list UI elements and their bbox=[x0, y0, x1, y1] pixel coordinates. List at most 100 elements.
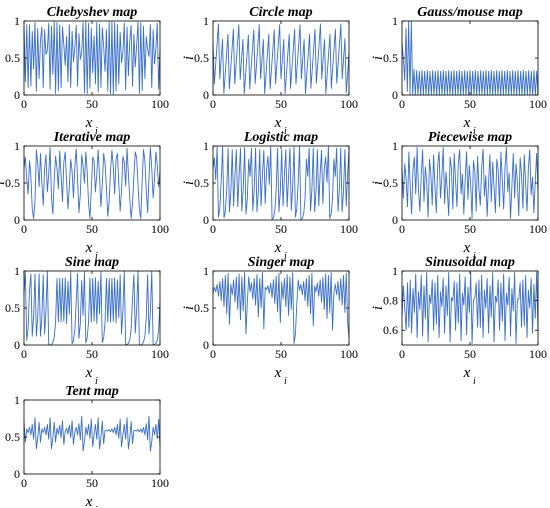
panel-title: Chebyshev map bbox=[47, 5, 138, 20]
x-axis-label: x bbox=[463, 115, 471, 131]
x-tick-label: 0 bbox=[399, 347, 405, 361]
x-axis-label: x bbox=[274, 115, 282, 131]
y-tick-label: 1 bbox=[14, 14, 20, 28]
y-axis-label: i bbox=[181, 56, 197, 60]
x-tick-label: 100 bbox=[529, 347, 547, 361]
x-tick-label: 100 bbox=[151, 476, 169, 490]
x-tick-label: 50 bbox=[86, 97, 98, 111]
y-tick-label: 1 bbox=[203, 139, 209, 153]
x-tick-label: 100 bbox=[340, 222, 358, 236]
x-tick-label: 0 bbox=[399, 97, 405, 111]
x-tick-label: 50 bbox=[275, 222, 287, 236]
series-line bbox=[212, 272, 350, 344]
y-tick-label: 1 bbox=[14, 393, 20, 407]
x-axis-label-subscript: i bbox=[473, 126, 476, 137]
series-line bbox=[23, 415, 161, 452]
y-axis-label: i bbox=[370, 306, 386, 310]
x-tick-label: 0 bbox=[21, 476, 27, 490]
x-tick-label: 0 bbox=[21, 347, 27, 361]
x-axis-label: x bbox=[85, 240, 93, 256]
y-axis-label: i bbox=[370, 181, 386, 185]
x-tick-label: 50 bbox=[464, 97, 476, 111]
y-tick-label: 0.8 bbox=[383, 294, 398, 308]
y-tick-label: 1 bbox=[392, 14, 398, 28]
x-tick-label: 50 bbox=[86, 476, 98, 490]
panel-title: Iterative map bbox=[53, 130, 131, 145]
y-tick-label: 0 bbox=[203, 338, 209, 352]
x-axis-label: x bbox=[85, 494, 93, 508]
series-line bbox=[401, 147, 539, 219]
x-axis-label: x bbox=[463, 365, 471, 381]
panel-title: Logistic map bbox=[243, 130, 318, 145]
x-tick-label: 0 bbox=[21, 97, 27, 111]
y-axis-label: i bbox=[181, 181, 197, 185]
y-axis-label: i bbox=[181, 306, 197, 310]
x-axis-label: x bbox=[274, 240, 282, 256]
panel-sine-map: Sine map 0 50 100 0 0.5 1 xi bbox=[5, 255, 169, 387]
x-axis-label-subscript: i bbox=[473, 251, 476, 262]
x-axis-label-subscript: i bbox=[284, 251, 287, 262]
y-tick-label: 0.5 bbox=[383, 51, 398, 65]
series-line bbox=[23, 270, 161, 346]
y-tick-label: 0.5 bbox=[5, 301, 20, 315]
y-tick-label: 0.5 bbox=[5, 176, 20, 190]
x-tick-label: 50 bbox=[275, 347, 287, 361]
y-tick-label: 0 bbox=[14, 467, 20, 481]
x-axis-label: x bbox=[463, 240, 471, 256]
y-tick-label: 1 bbox=[392, 264, 398, 278]
y-tick-label: 0.5 bbox=[5, 430, 20, 444]
y-tick-label: 1 bbox=[392, 139, 398, 153]
x-tick-label: 50 bbox=[86, 222, 98, 236]
x-tick-label: 50 bbox=[86, 347, 98, 361]
y-axis-label: i bbox=[0, 181, 8, 185]
series-line bbox=[23, 21, 161, 95]
y-tick-label: 1 bbox=[203, 264, 209, 278]
panel-tent-map: Tent map 0 50 100 0 0.5 1 xi bbox=[5, 384, 169, 508]
x-axis-label-subscript: i bbox=[95, 505, 98, 508]
x-tick-label: 0 bbox=[210, 97, 216, 111]
x-axis-label-subscript: i bbox=[473, 376, 476, 387]
y-tick-label: 0 bbox=[392, 213, 398, 227]
x-axis-label-subscript: i bbox=[95, 376, 98, 387]
x-tick-label: 100 bbox=[529, 97, 547, 111]
series-line bbox=[401, 272, 539, 344]
panel-title: Piecewise map bbox=[428, 130, 512, 145]
y-tick-label: 1 bbox=[203, 14, 209, 28]
x-axis-label: x bbox=[85, 365, 93, 381]
panel-title: Singer map bbox=[248, 255, 315, 270]
y-axis-label: i bbox=[370, 56, 386, 60]
x-tick-label: 0 bbox=[399, 222, 405, 236]
x-axis-label: x bbox=[85, 115, 93, 131]
y-tick-label: 0.5 bbox=[194, 176, 209, 190]
series-line bbox=[401, 20, 539, 96]
x-tick-label: 50 bbox=[464, 347, 476, 361]
series-line bbox=[212, 145, 350, 221]
y-tick-label: 0 bbox=[14, 338, 20, 352]
y-tick-label: 0 bbox=[203, 213, 209, 227]
x-tick-label: 0 bbox=[210, 222, 216, 236]
y-tick-label: 0 bbox=[392, 88, 398, 102]
x-axis-label-subscript: i bbox=[284, 376, 287, 387]
x-tick-label: 100 bbox=[340, 97, 358, 111]
y-tick-label: 0 bbox=[14, 213, 20, 227]
x-axis-label-subscript: i bbox=[95, 126, 98, 137]
x-axis-label-subscript: i bbox=[95, 251, 98, 262]
panel-title: Sine map bbox=[65, 255, 119, 270]
y-tick-label: 1 bbox=[14, 139, 20, 153]
panel-title: Gauss/mouse map bbox=[417, 5, 522, 20]
y-tick-label: 0 bbox=[14, 88, 20, 102]
x-tick-label: 0 bbox=[21, 222, 27, 236]
y-tick-label: 1 bbox=[14, 264, 20, 278]
x-axis-label-subscript: i bbox=[284, 126, 287, 137]
y-tick-label: 0 bbox=[203, 88, 209, 102]
panel-title: Sinusoidal map bbox=[425, 255, 515, 270]
y-tick-label: 0.5 bbox=[5, 51, 20, 65]
